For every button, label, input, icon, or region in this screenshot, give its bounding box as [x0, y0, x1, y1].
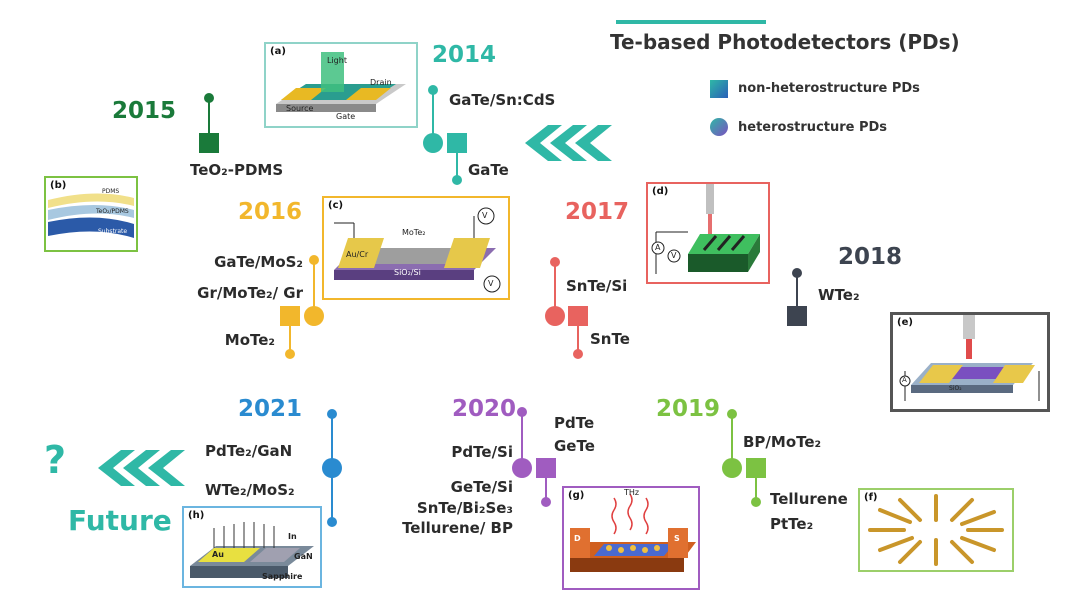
panel-h-in: In	[288, 532, 297, 541]
panel-b-substrate: Substrate	[98, 228, 128, 235]
year-2021: 2021	[238, 396, 303, 422]
panel-d: (d) A V	[646, 182, 770, 284]
panel-c-aucr: Au/Cr	[346, 250, 369, 259]
label-tellurene-bp: Tellurene/ BP	[402, 519, 513, 537]
gan-device-icon	[190, 522, 314, 578]
start-arrows	[525, 125, 612, 161]
marker-2019	[722, 409, 766, 507]
label-gete: GeTe	[554, 437, 595, 455]
panel-e-sio2: SiO₂	[949, 385, 962, 392]
panel-f: (f)	[858, 488, 1014, 572]
panel-c-v2: V	[488, 279, 494, 288]
panel-c-mote2: MoTe₂	[402, 228, 426, 237]
year-2016: 2016	[238, 199, 303, 225]
legend-square-icon	[710, 80, 728, 98]
marker-2015	[199, 93, 219, 153]
label-pdte2-gan: PdTe₂/GaN	[205, 442, 293, 460]
label-snte: SnTe	[590, 330, 630, 348]
label-mote2: MoTe₂	[224, 331, 275, 349]
panel-c: (c) MoTe₂ Au/Cr SiO₂/Si V V	[322, 196, 510, 300]
future-arrows	[98, 450, 185, 486]
label-snte-si: SnTe/Si	[566, 277, 628, 295]
year-2015: 2015	[112, 98, 177, 124]
label-bp-mote2: BP/MoTe₂	[743, 433, 822, 451]
panel-a-gate: Gate	[336, 112, 356, 121]
year-2014: 2014	[432, 42, 497, 68]
label-teo2-pdms: TeO₂-PDMS	[190, 161, 284, 179]
marker-2021	[322, 409, 342, 527]
year-2017: 2017	[565, 199, 630, 225]
device-a-icon	[276, 52, 406, 112]
panel-a-tag: (a)	[270, 46, 286, 57]
panel-h: (h) Au In GaN Sapphire	[182, 506, 322, 588]
label-gate: GaTe	[468, 161, 509, 179]
panel-h-tag: (h)	[188, 510, 205, 521]
panel-a-source: Source	[286, 104, 314, 113]
label-gate-sncds: GaTe/Sn:CdS	[449, 91, 556, 109]
marker-2016	[280, 255, 324, 359]
label-gate-mos2: GaTe/MoS₂	[214, 253, 303, 271]
marker-2020	[512, 407, 556, 507]
panel-g-tag: (g)	[568, 490, 585, 501]
legend-circle-icon	[710, 118, 728, 136]
year-2018: 2018	[838, 244, 903, 270]
panel-g-d: D	[574, 534, 581, 543]
future-question-mark: ?	[44, 438, 67, 482]
panel-e-a: A	[902, 376, 907, 384]
panel-e-tag: (e)	[897, 317, 913, 328]
label-ptte2: PtTe₂	[770, 515, 814, 533]
panel-c-sio2si: SiO₂/Si	[394, 268, 421, 277]
thz-device-icon	[570, 493, 696, 572]
label-pdte-si: PdTe/Si	[451, 443, 513, 461]
panel-d-a: A	[655, 243, 661, 252]
figure-title: Te-based Photodetectors (PDs)	[610, 30, 960, 54]
label-pdte: PdTe	[554, 414, 595, 432]
legend-hetero: heterostructure PDs	[738, 120, 888, 135]
panel-b-tag: (b)	[50, 180, 67, 191]
label-wte2-mos2: WTe₂/MoS₂	[205, 481, 295, 499]
panel-b-composite: TeO₂/PDMS	[96, 208, 129, 215]
year-2019: 2019	[656, 396, 721, 422]
panel-a-light: Light	[327, 56, 347, 65]
panel-a: (a) Light Drain Source Gate	[264, 42, 418, 128]
label-snte-bi2se3: SnTe/Bi₂Se₃	[416, 499, 513, 517]
panel-h-au: Au	[212, 550, 224, 559]
marker-2017	[545, 257, 588, 359]
panel-f-tag: (f)	[864, 492, 878, 503]
label-wte2: WTe₂	[818, 286, 860, 304]
panel-d-v: V	[671, 251, 677, 260]
panel-b: (b) PDMS TeO₂/PDMS Substrate	[44, 176, 138, 252]
panel-h-sapphire: Sapphire	[262, 572, 303, 581]
title-accent-bar	[616, 20, 766, 24]
panel-d-tag: (d)	[652, 186, 669, 197]
label-tellurene: Tellurene	[770, 490, 848, 508]
snte-device-icon	[651, 184, 760, 274]
panel-a-drain: Drain	[370, 78, 392, 87]
panel-c-tag: (c)	[328, 200, 344, 211]
future-label: Future	[68, 504, 172, 537]
flexible-device-icon	[48, 193, 134, 238]
tellurene-nanostructure-icon	[868, 494, 1004, 566]
panel-g: (g) THz D S	[562, 486, 700, 590]
mote2-device-icon	[334, 207, 501, 293]
panel-g-s: S	[674, 534, 680, 543]
year-2020: 2020	[452, 396, 517, 422]
marker-2014	[423, 85, 467, 185]
panel-b-pdms: PDMS	[102, 188, 120, 195]
panel-c-v1: V	[482, 211, 488, 220]
label-gr-mote2-gr: Gr/MoTe₂/ Gr	[197, 284, 303, 302]
marker-2018	[787, 268, 807, 326]
wte2-device-icon	[899, 315, 1040, 401]
legend-non-hetero: non-heterostructure PDs	[738, 81, 920, 96]
panel-g-thz: THz	[624, 488, 640, 497]
panel-e: (e) A SiO₂	[890, 312, 1050, 412]
label-gete-si: GeTe/Si	[450, 478, 513, 496]
panel-h-gan: GaN	[294, 552, 313, 561]
